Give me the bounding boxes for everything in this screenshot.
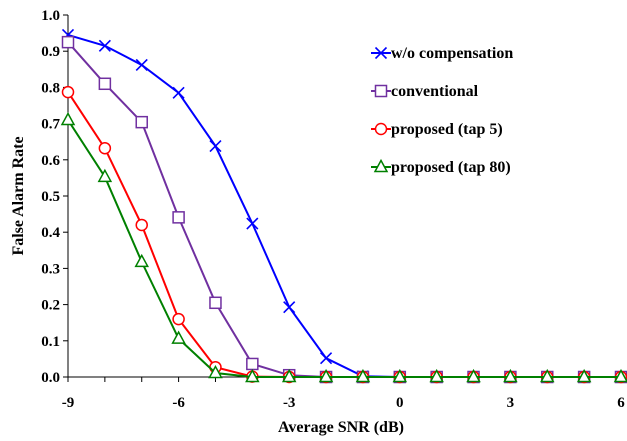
data-point (171, 330, 186, 344)
x-tick-label: -9 (62, 395, 75, 411)
y-tick-label: 0.2 (41, 298, 60, 314)
data-point (246, 357, 259, 371)
x-marker-stroke (374, 46, 388, 60)
x-tick-label: 3 (507, 395, 515, 411)
legend-marker (374, 84, 388, 98)
legend-item-2: proposed (tap 5) (371, 121, 503, 138)
legend-item-3: proposed (tap 80) (371, 158, 511, 176)
y-tick-label: 0.4 (41, 225, 60, 241)
y-tick-label: 0.9 (41, 44, 60, 60)
data-point (318, 368, 334, 383)
legend: w/o compensation conventional proposed (ta… (371, 45, 513, 176)
data-point (209, 139, 222, 153)
x-marker-stroke (320, 352, 333, 365)
series-line (67, 91, 621, 378)
y-axis-title: False Alarm Rate (10, 136, 27, 255)
data-point (392, 368, 408, 383)
data-point (135, 58, 148, 72)
legend-item-1: conventional (371, 83, 479, 100)
x-marker-stroke (209, 139, 222, 153)
data-point (355, 368, 371, 383)
legend-marker (374, 46, 388, 60)
data-point (61, 35, 75, 49)
x-tick-label: -6 (172, 395, 185, 411)
data-point (172, 312, 185, 326)
series-1 (61, 35, 627, 384)
series-group (60, 28, 627, 384)
data-point (135, 218, 148, 232)
data-point (613, 368, 627, 383)
series-3 (60, 111, 627, 383)
y-tick-label: 0.8 (41, 80, 60, 96)
x-tick-label: -3 (283, 395, 296, 411)
plot-frame (67, 15, 621, 378)
x-axis-title: Average SNR (dB) (278, 419, 404, 436)
data-point (320, 352, 333, 365)
y-tick-label: 0.3 (41, 261, 60, 277)
legend-label: conventional (391, 83, 479, 100)
x-marker-stroke (98, 39, 111, 52)
series-line (67, 119, 621, 378)
data-point (208, 364, 223, 379)
data-point (209, 296, 222, 310)
data-point (576, 368, 592, 383)
legend-label: proposed (tap 5) (391, 121, 503, 138)
y-tick-label: 0.5 (41, 189, 60, 205)
data-point (98, 141, 112, 155)
data-point (172, 86, 185, 99)
y-tick-label: 0.0 (41, 370, 60, 386)
data-point (281, 368, 297, 383)
legend-label: w/o compensation (391, 45, 513, 62)
data-point (98, 77, 112, 91)
y-tick-label: 0.1 (41, 334, 60, 350)
data-point (245, 368, 260, 383)
data-point (540, 368, 555, 383)
data-point (503, 368, 518, 383)
y-axis: 0.0 0.1 0.2 0.3 0.4 0.5 0.6 0.7 0.8 0.9 1.0 (41, 8, 68, 386)
data-point (61, 85, 75, 99)
legend-marker (373, 158, 389, 173)
data-point (172, 211, 185, 224)
series-2 (61, 85, 627, 384)
x-marker-stroke (246, 217, 259, 230)
y-tick-label: 0.7 (41, 117, 60, 133)
data-point (97, 168, 113, 183)
data-point (60, 111, 76, 126)
data-point (283, 301, 296, 314)
x-tick-label: 6 (617, 395, 625, 411)
data-point (134, 253, 149, 268)
legend-label: proposed (tap 80) (391, 159, 511, 176)
data-point (429, 368, 444, 383)
data-point (135, 115, 148, 129)
data-point (466, 368, 481, 383)
x-marker-stroke (172, 86, 185, 99)
series-line (67, 33, 621, 378)
data-point (246, 217, 259, 230)
y-tick-label: 0.6 (41, 153, 60, 169)
legend-marker (374, 122, 388, 136)
x-marker-stroke (135, 58, 148, 72)
x-tick-label: 0 (396, 395, 404, 411)
series-0 (61, 28, 627, 384)
series-line (67, 41, 621, 378)
x-marker-stroke (283, 301, 296, 314)
data-point (98, 39, 111, 52)
legend-item-0: w/o compensation (371, 45, 513, 62)
y-tick-label: 1.0 (41, 8, 60, 24)
